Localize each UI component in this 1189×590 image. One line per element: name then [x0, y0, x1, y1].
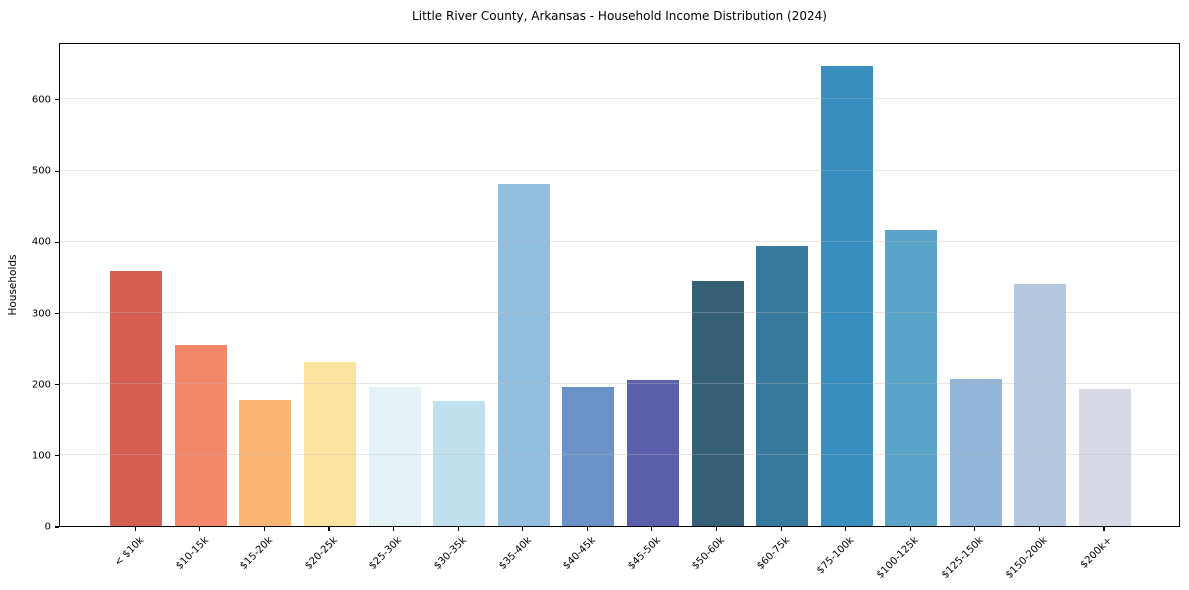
bar-$125-150k — [949, 378, 1002, 526]
gridline-y-500 — [60, 169, 1179, 171]
bar-$40-45k — [562, 386, 615, 526]
bar-$35-40k — [497, 183, 550, 526]
bar-$60-75k — [756, 245, 809, 526]
x-tick-label: $125-150k — [939, 535, 986, 581]
bar-$25-30k — [368, 387, 421, 526]
x-tick-label: $20-25k — [302, 535, 340, 572]
x-tick-mark — [715, 527, 718, 531]
y-tick-mark — [54, 455, 59, 457]
y-tick-mark — [54, 99, 59, 101]
y-tick-mark — [54, 241, 59, 243]
x-tick-mark — [199, 527, 201, 531]
y-axis-label: Households — [7, 254, 19, 316]
x-tick-label: $50-60k — [690, 535, 728, 572]
x-tick-mark — [586, 527, 588, 531]
y-tick-label: 400 — [31, 236, 51, 248]
y-tick-label: 600 — [31, 94, 51, 106]
x-tick-label: $150-200k — [1004, 535, 1051, 581]
x-tick-label: $30-35k — [432, 535, 469, 572]
x-tick-label: $75-100k — [815, 535, 857, 577]
x-tick-label: $25-30k — [367, 535, 405, 572]
gridline-y-400 — [60, 240, 1179, 242]
x-tick-label: $40-45k — [561, 535, 599, 572]
x-tick-label: $35-40k — [496, 535, 534, 572]
plot-area — [59, 43, 1180, 527]
bar-$50-60k — [691, 281, 744, 526]
bar-< $10k — [110, 270, 163, 526]
bar-$150-200k — [1014, 284, 1067, 526]
chart-title: Little River County, Arkansas - Househol… — [412, 9, 827, 23]
bar-$75-100k — [820, 66, 873, 526]
x-tick-mark — [845, 527, 847, 531]
bar-$10-15k — [174, 344, 227, 526]
x-tick-mark — [651, 527, 653, 531]
bar-$100-125k — [885, 229, 938, 526]
gridline-y-100 — [60, 454, 1179, 456]
y-tick-label: 300 — [31, 308, 51, 319]
x-tick-label: $200k+ — [1078, 535, 1115, 571]
x-tick-label: $15-20k — [238, 535, 276, 572]
x-tick-label: $60-75k — [754, 535, 792, 572]
gridline-y-200 — [60, 383, 1179, 385]
bar-$15-20k — [239, 400, 292, 526]
x-tick-label: $45-50k — [625, 535, 663, 572]
gridline-y-300 — [60, 312, 1179, 313]
y-tick-mark — [54, 384, 59, 386]
x-tick-mark — [457, 527, 459, 531]
x-tick-mark — [1103, 527, 1105, 531]
y-tick-label: 100 — [31, 450, 51, 462]
x-tick-mark — [328, 527, 330, 531]
x-tick-mark — [393, 527, 395, 531]
x-tick-mark — [522, 527, 524, 531]
y-tick-mark — [54, 526, 59, 528]
x-tick-mark — [1038, 527, 1040, 531]
x-tick-label: < $10k — [112, 535, 147, 569]
bar-$200k+ — [1079, 389, 1131, 526]
y-tick-mark — [54, 312, 59, 315]
x-tick-mark — [780, 527, 782, 531]
x-tick-label: $10-15k — [173, 535, 211, 572]
x-tick-label: $100-125k — [875, 535, 922, 581]
bar-$20-25k — [304, 362, 357, 526]
x-tick-mark — [909, 527, 911, 531]
y-tick-label: 500 — [31, 165, 51, 177]
gridline-y-600 — [60, 98, 1179, 100]
bar-$45-50k — [626, 380, 679, 526]
x-tick-mark — [263, 527, 266, 531]
bar-$30-35k — [433, 400, 486, 526]
y-tick-label: 200 — [31, 379, 51, 391]
x-tick-mark — [134, 527, 136, 531]
x-tick-mark — [974, 527, 976, 531]
y-tick-mark — [54, 170, 59, 172]
y-tick-label: 0 — [44, 521, 51, 533]
